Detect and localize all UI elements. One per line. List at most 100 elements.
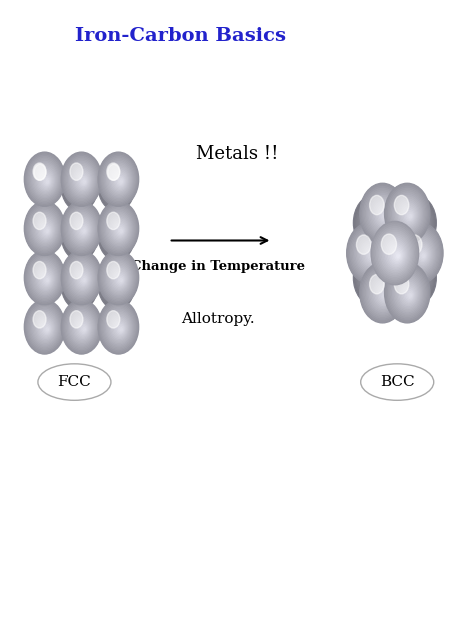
Circle shape (76, 221, 90, 239)
Circle shape (404, 208, 428, 239)
Circle shape (99, 252, 137, 303)
Circle shape (30, 209, 60, 248)
Circle shape (374, 225, 416, 281)
Circle shape (401, 284, 416, 304)
Circle shape (414, 245, 429, 264)
Text: Metals !!: Metals !! (196, 145, 278, 162)
Circle shape (42, 175, 50, 186)
Circle shape (120, 180, 122, 183)
Circle shape (384, 294, 387, 297)
Circle shape (413, 273, 422, 286)
Circle shape (77, 272, 89, 287)
Circle shape (71, 274, 90, 298)
Circle shape (70, 212, 94, 245)
Circle shape (361, 185, 404, 242)
Circle shape (27, 204, 63, 253)
Circle shape (33, 163, 57, 196)
Circle shape (98, 152, 138, 206)
Circle shape (71, 165, 93, 195)
Circle shape (99, 301, 137, 353)
Circle shape (105, 161, 132, 197)
Circle shape (28, 206, 62, 251)
Circle shape (109, 265, 129, 292)
Circle shape (28, 305, 62, 349)
Circle shape (33, 163, 57, 196)
Circle shape (389, 244, 404, 265)
Circle shape (391, 192, 424, 236)
Circle shape (77, 222, 89, 238)
Circle shape (356, 253, 393, 303)
Circle shape (76, 230, 86, 244)
Circle shape (104, 258, 133, 298)
Circle shape (381, 210, 389, 221)
Circle shape (98, 251, 138, 305)
Circle shape (353, 231, 386, 275)
Circle shape (118, 277, 123, 283)
Circle shape (64, 155, 100, 204)
Circle shape (103, 306, 134, 348)
Circle shape (36, 267, 55, 291)
Circle shape (112, 229, 124, 245)
Circle shape (357, 200, 392, 246)
Circle shape (27, 303, 63, 351)
Circle shape (356, 235, 383, 272)
Circle shape (114, 222, 126, 238)
Circle shape (80, 186, 84, 191)
Circle shape (376, 279, 378, 282)
Circle shape (70, 262, 94, 295)
Circle shape (370, 252, 374, 259)
Circle shape (103, 158, 134, 200)
Circle shape (416, 246, 428, 263)
Circle shape (69, 172, 91, 202)
Circle shape (64, 165, 96, 209)
Circle shape (113, 171, 127, 190)
Circle shape (42, 224, 51, 236)
Circle shape (101, 216, 132, 256)
Circle shape (361, 264, 404, 321)
Circle shape (366, 271, 399, 315)
Circle shape (99, 203, 137, 254)
Circle shape (113, 270, 127, 288)
Circle shape (71, 175, 90, 199)
Circle shape (35, 314, 55, 341)
Circle shape (365, 269, 400, 316)
Circle shape (391, 271, 424, 315)
Circle shape (406, 210, 413, 221)
Circle shape (360, 241, 381, 267)
Circle shape (75, 170, 91, 191)
Circle shape (416, 277, 420, 283)
Circle shape (39, 171, 53, 190)
Circle shape (355, 252, 394, 304)
Circle shape (411, 217, 423, 232)
Circle shape (389, 267, 426, 318)
Circle shape (36, 168, 55, 192)
Circle shape (67, 308, 96, 347)
Circle shape (118, 228, 123, 234)
Circle shape (82, 178, 86, 185)
Circle shape (398, 201, 419, 228)
Circle shape (64, 206, 99, 251)
Circle shape (376, 224, 378, 227)
Circle shape (395, 195, 436, 251)
Circle shape (100, 164, 134, 210)
Circle shape (409, 237, 434, 270)
Circle shape (83, 328, 85, 331)
Circle shape (406, 210, 427, 238)
Circle shape (396, 197, 435, 249)
Circle shape (63, 262, 97, 308)
Circle shape (360, 262, 405, 323)
Circle shape (403, 206, 428, 240)
Circle shape (101, 265, 132, 305)
Circle shape (368, 273, 398, 313)
Circle shape (355, 197, 394, 249)
Circle shape (407, 235, 435, 272)
Circle shape (67, 209, 96, 248)
Circle shape (70, 163, 83, 180)
Circle shape (45, 178, 49, 184)
Circle shape (67, 160, 96, 199)
Circle shape (408, 235, 422, 254)
Circle shape (360, 183, 405, 244)
Circle shape (107, 223, 127, 250)
Circle shape (30, 160, 59, 198)
Circle shape (45, 228, 49, 234)
